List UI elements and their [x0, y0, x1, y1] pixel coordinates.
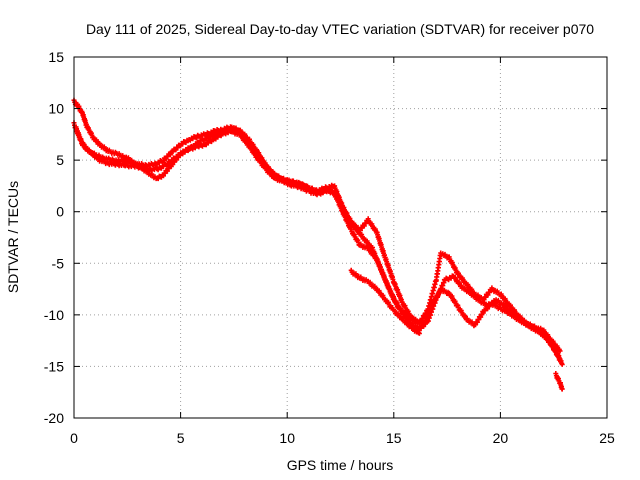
y-tick-label: -5: [52, 255, 65, 271]
axis-ticks: [73, 56, 608, 419]
x-tick-label: 25: [599, 430, 615, 446]
y-tick-label: 15: [48, 49, 64, 65]
x-tick-label: 10: [279, 430, 295, 446]
chart-title: Day 111 of 2025, Sidereal Day-to-day VTE…: [86, 21, 594, 37]
x-axis-label: GPS time / hours: [287, 457, 394, 473]
x-tick-label: 20: [493, 430, 509, 446]
x-tick-label: 5: [177, 430, 185, 446]
x-tick-label: 15: [386, 430, 402, 446]
tick-labels: 0 5 10 15 20 25 -20 -15 -10 -5 0 5 10 15: [44, 49, 615, 446]
data-series-track-5: [553, 371, 565, 392]
y-tick-label: -15: [44, 358, 64, 374]
y-tick-label: 10: [48, 101, 64, 117]
y-axis-label: SDTVAR / TECUs: [5, 181, 21, 293]
x-tick-label: 0: [70, 430, 78, 446]
y-tick-label: -20: [44, 410, 64, 426]
y-tick-label: 5: [56, 152, 64, 168]
data-series-track-3: [73, 124, 563, 362]
data-series-track-4: [348, 267, 422, 336]
plot-frame: [73, 56, 608, 419]
y-tick-label: 0: [56, 204, 64, 220]
y-tick-label: -10: [44, 307, 64, 323]
